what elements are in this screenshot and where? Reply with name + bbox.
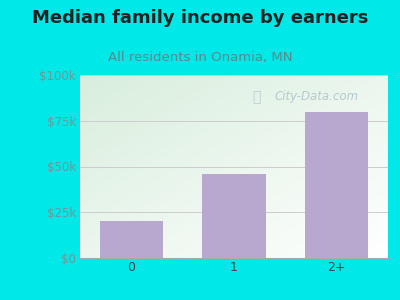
Bar bbox=[202, 174, 266, 258]
Bar bbox=[100, 221, 163, 258]
Text: All residents in Onamia, MN: All residents in Onamia, MN bbox=[108, 51, 292, 64]
Bar bbox=[305, 112, 368, 258]
Text: City-Data.com: City-Data.com bbox=[274, 91, 358, 103]
Text: ⓘ: ⓘ bbox=[252, 90, 261, 104]
Text: Median family income by earners: Median family income by earners bbox=[32, 9, 368, 27]
